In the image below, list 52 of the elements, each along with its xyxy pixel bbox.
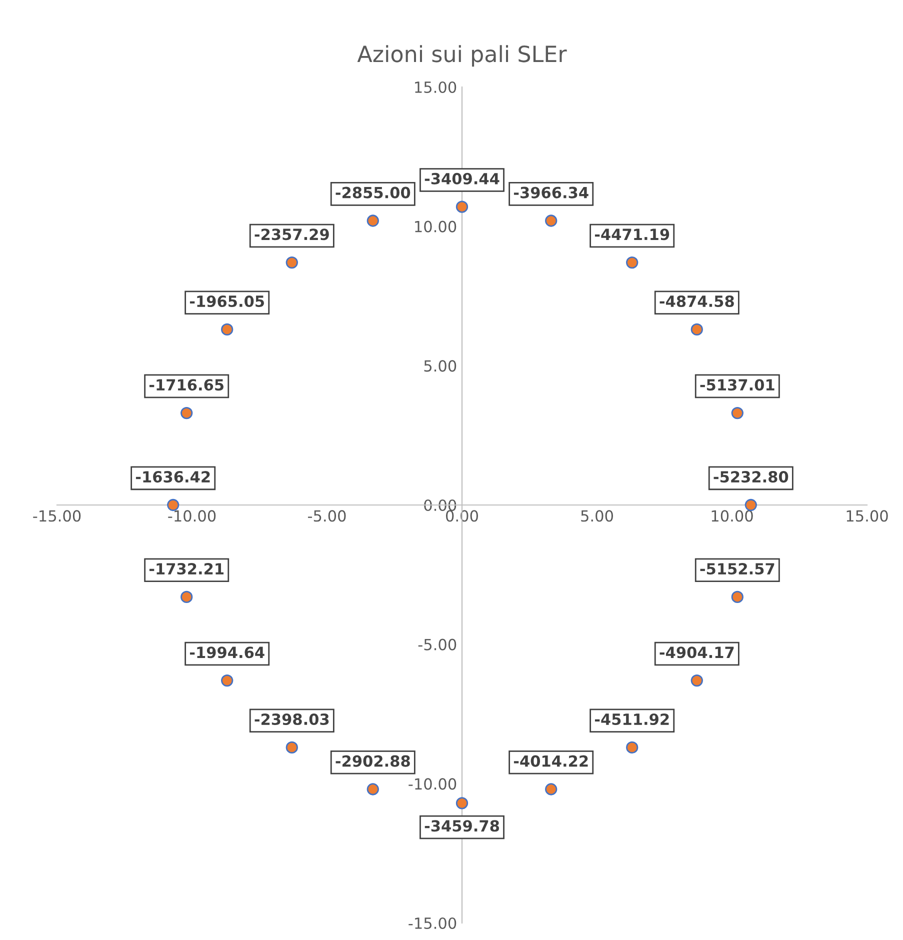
- point: [366, 214, 379, 227]
- annotation: -1716.65: [149, 379, 224, 391]
- point: [286, 741, 298, 754]
- annotation: -1636.42: [136, 471, 210, 483]
- annotation: -4874.58: [660, 295, 734, 308]
- annotation: -1994.64: [190, 646, 264, 658]
- point: [545, 783, 558, 796]
- point: [456, 797, 468, 810]
- point: [366, 783, 379, 796]
- annotation: -4014.22: [514, 755, 588, 767]
- x-tick-label: 15.00: [846, 510, 888, 522]
- chart-title: Azioni sui pali SLEr: [357, 45, 567, 67]
- point: [180, 590, 193, 604]
- point: [690, 323, 703, 336]
- annotation: -5137.01: [700, 379, 774, 391]
- y-tick-label: 15.00: [415, 81, 456, 94]
- point: [626, 741, 638, 754]
- y-tick-label: -15.00: [408, 917, 456, 930]
- annotation: -2398.03: [254, 713, 329, 726]
- annotation: -2902.88: [336, 755, 410, 767]
- x-tick-label: -10.00: [168, 510, 216, 522]
- x-tick-label: 10.00: [712, 510, 753, 522]
- point: [626, 256, 638, 269]
- annotation: -4511.92: [594, 713, 669, 726]
- point: [221, 674, 234, 687]
- annotation: -1965.05: [190, 295, 264, 308]
- annotation: -4471.19: [594, 228, 670, 240]
- x-tick-label: -5.00: [308, 510, 346, 522]
- point: [731, 406, 744, 420]
- point: [456, 200, 468, 213]
- annotation: -3409.44: [424, 172, 500, 184]
- annotation: -2855.00: [336, 186, 410, 198]
- annotation: -2357.29: [254, 228, 329, 240]
- point: [731, 590, 744, 604]
- point: [744, 498, 757, 512]
- y-tick-label: 5.00: [424, 360, 456, 372]
- y-tick-label: -10.00: [408, 778, 456, 790]
- point: [221, 323, 234, 336]
- point: [690, 674, 703, 687]
- point: [180, 406, 193, 420]
- point: [545, 214, 558, 227]
- y-tick-label: 10.00: [415, 220, 456, 232]
- annotation: -5232.80: [714, 471, 788, 483]
- annotation: -3459.78: [424, 820, 500, 832]
- y-tick-label: -5.00: [418, 638, 456, 650]
- x-tick-label: 5.00: [581, 510, 613, 522]
- annotation: -1732.21: [149, 563, 224, 575]
- annotation: -3966.34: [514, 186, 588, 198]
- point: [286, 256, 298, 269]
- annotation: -4904.17: [660, 646, 734, 658]
- annotation: -5152.57: [700, 563, 774, 575]
- x-tick-label: -15.00: [33, 510, 81, 522]
